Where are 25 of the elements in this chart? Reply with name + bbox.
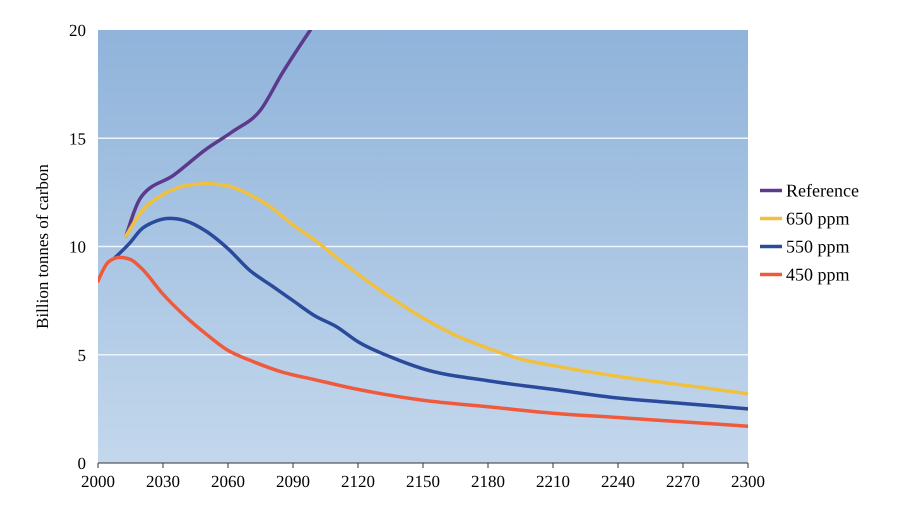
y-tick-label: 10 [69, 238, 86, 256]
line-series [124, 182, 748, 396]
line-series [124, 30, 312, 238]
x-tick-label: 2210 [536, 472, 570, 491]
x-tick-label: 2060 [211, 472, 245, 491]
legend-label: 550 ppm [786, 236, 850, 256]
y-tick-label: 0 [78, 454, 86, 473]
line-series [98, 256, 748, 428]
line-series [114, 216, 748, 411]
legend-label: 650 ppm [786, 208, 850, 228]
x-tick-label: 2180 [471, 472, 505, 491]
x-tick-label: 2030 [146, 472, 180, 491]
legend-label: Reference [786, 180, 859, 200]
y-tick-label: 20 [69, 21, 86, 40]
y-tick-label: 15 [69, 129, 86, 148]
y-axis-title: Billion tonnes of carbon [33, 164, 52, 329]
x-tick-label: 2000 [81, 472, 115, 491]
x-tick-label: 2240 [601, 472, 635, 491]
x-tick-label: 2300 [731, 472, 765, 491]
x-tick-label: 2270 [666, 472, 700, 491]
legend-label: 450 ppm [786, 264, 850, 284]
x-tick-label: 2150 [406, 472, 440, 491]
x-tick-label: 2090 [276, 472, 310, 491]
x-tick-label: 2120 [341, 472, 375, 491]
y-tick-label: 5 [78, 346, 86, 365]
